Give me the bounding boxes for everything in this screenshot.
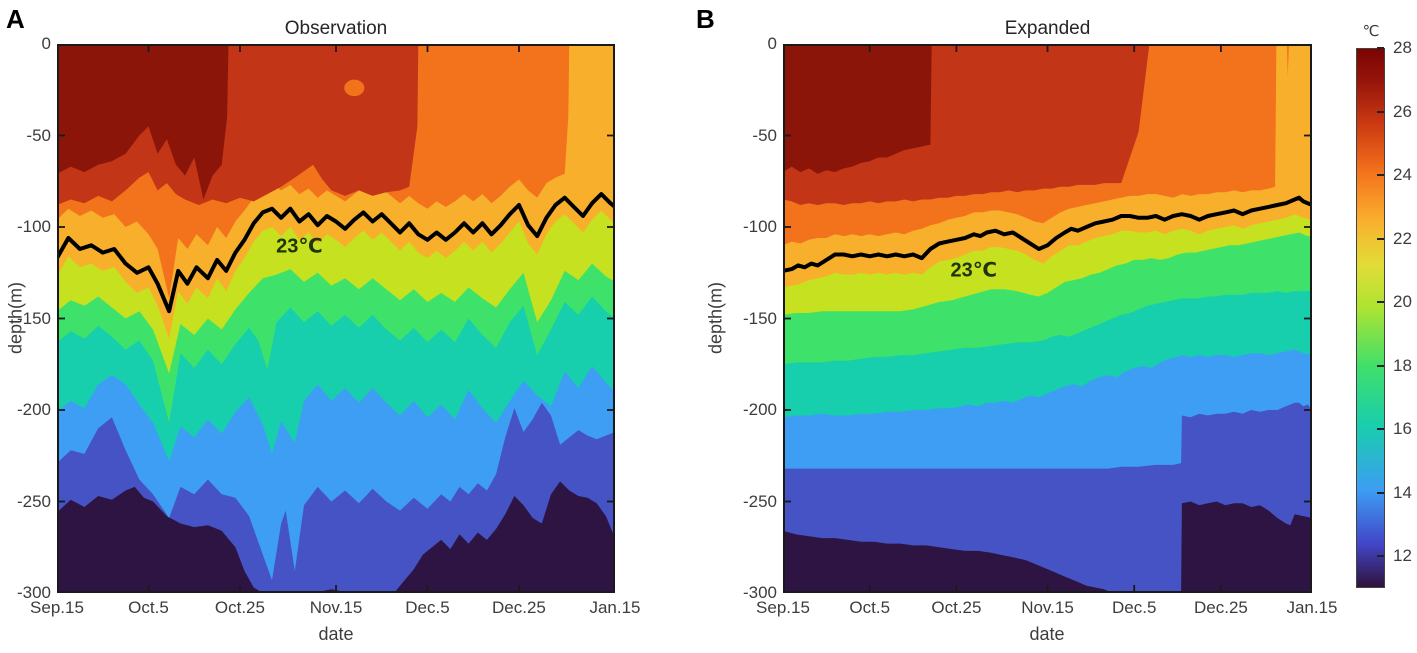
- x-tick-label: Oct.5: [128, 598, 169, 617]
- y-tick-label: 0: [767, 34, 777, 53]
- isotherm-23-line: [783, 195, 1312, 273]
- colorbar-tick-mark: [1377, 428, 1384, 431]
- colorbar-tick-mark: [1377, 555, 1384, 558]
- isotherm-23-label: 23℃: [276, 236, 322, 258]
- x-tick-label: Dec.25: [492, 598, 546, 617]
- x-tick-label: Dec.25: [1194, 598, 1248, 617]
- contour-plot-expanded: 23℃: [783, 44, 1312, 593]
- x-tick-label: Oct.25: [931, 598, 982, 617]
- y-tick-label: -300: [16, 583, 51, 602]
- colorbar-tick-mark: [1377, 364, 1384, 367]
- colorbar-tick-mark: [1377, 110, 1384, 113]
- y-tick-label: -250: [742, 491, 777, 511]
- panel-letter-b: B: [696, 4, 715, 34]
- colorbar-title: ℃: [1362, 23, 1380, 40]
- x-tick-label: Dec.5: [405, 598, 450, 617]
- colorbar-tick-mark: [1377, 491, 1384, 494]
- x-tick-label: Nov.15: [1021, 598, 1074, 617]
- isotherm-23-label: 23℃: [951, 259, 997, 281]
- contour-band->28: [57, 44, 229, 200]
- y-tick-label: -100: [16, 217, 51, 236]
- isotherm-23-line: [57, 192, 615, 314]
- colorbar-tick-mark: [1377, 47, 1384, 49]
- colorbar-tick-mark: [1377, 301, 1384, 304]
- y-tick-label: -300: [742, 583, 777, 602]
- plot-border: [57, 44, 615, 593]
- y-tick-label: -50: [752, 125, 777, 145]
- colorbar-tick-label: 12: [1393, 546, 1412, 566]
- x-axis-label-a: date: [318, 624, 354, 644]
- y-tick-label: -150: [742, 308, 777, 328]
- y-tick-label: -50: [26, 125, 51, 145]
- y-tick-label: -200: [742, 400, 777, 419]
- colorbar-tick-label: 28: [1393, 38, 1412, 57]
- colorbar-tick-label: 22: [1393, 228, 1412, 248]
- colorbar-tick-label: 20: [1393, 292, 1412, 312]
- panel-letter-a: A: [6, 4, 25, 34]
- colorbar-tick-label: 26: [1393, 101, 1412, 121]
- colorbar-tick-label: 24: [1393, 165, 1412, 185]
- y-axis-label-b: depth(m): [705, 281, 726, 355]
- panel-title-expanded: Expanded: [1004, 18, 1091, 39]
- x-tick-label: Nov.15: [309, 598, 363, 617]
- plot-border: [783, 44, 1312, 593]
- x-tick-label: Oct.25: [214, 598, 265, 617]
- contour-plot-observation: 23℃: [57, 44, 615, 593]
- colorbar-tick-label: 16: [1393, 419, 1412, 439]
- x-tick-label: Sep.15: [30, 598, 84, 617]
- y-tick-label: -100: [742, 217, 777, 236]
- colorbar-gradient: [1356, 48, 1385, 588]
- contour-band->28: [783, 44, 932, 174]
- contour-spot: [344, 79, 365, 97]
- colorbar-tick-mark: [1377, 237, 1384, 240]
- y-tick-label: -150: [16, 308, 51, 328]
- panel-title-observation: Observation: [284, 18, 388, 39]
- x-tick-label: Jan.15: [1286, 598, 1338, 617]
- x-tick-label: Dec.5: [1112, 598, 1157, 617]
- y-tick-label: -200: [16, 400, 51, 419]
- y-tick-label: -250: [16, 491, 51, 511]
- colorbar-tick-mark: [1377, 174, 1384, 177]
- y-tick-label: 0: [41, 34, 51, 53]
- x-tick-label: Jan.15: [589, 598, 641, 617]
- colorbar-tick-label: 18: [1393, 355, 1412, 375]
- colorbar-tick-label: 14: [1393, 482, 1412, 502]
- x-tick-label: Oct.5: [849, 598, 891, 617]
- x-tick-label: Sep.15: [756, 598, 810, 617]
- x-axis-label-b: date: [1029, 624, 1065, 644]
